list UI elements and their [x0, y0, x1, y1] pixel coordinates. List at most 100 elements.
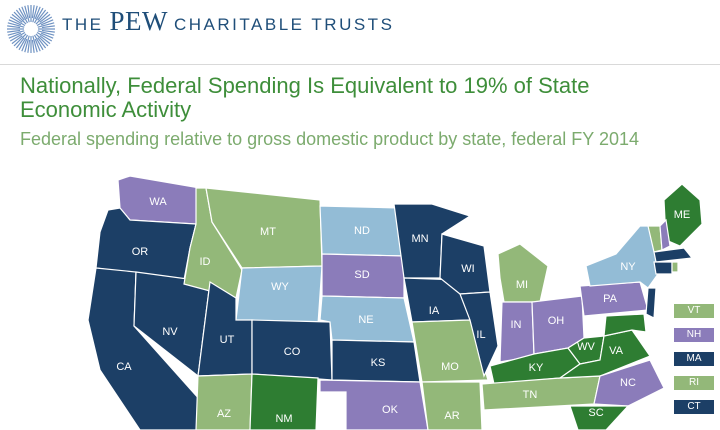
state-AZ[interactable] [195, 373, 253, 430]
chart-subtitle: Federal spending relative to gross domes… [20, 129, 640, 149]
legend-label-vt: VT [687, 305, 701, 316]
state-MD-DE[interactable] [603, 313, 647, 337]
logo-ray [36, 31, 53, 42]
legend-label-ma: MA [686, 353, 702, 364]
logo-ray [27, 39, 31, 53]
logo-ray [33, 7, 44, 24]
logo-ray [7, 25, 21, 29]
brand-rest: CHARITABLE TRUSTS [174, 15, 395, 34]
logo-ray [31, 39, 35, 53]
logo-ray [11, 35, 23, 45]
state-label-NV: NV [162, 326, 178, 338]
legend-item-ri[interactable]: RI [674, 376, 714, 390]
state-IL[interactable] [459, 291, 499, 378]
state-label-IN: IN [511, 319, 522, 331]
logo-ray [21, 38, 28, 52]
logo-ray [9, 31, 26, 42]
state-label-KY: KY [529, 362, 544, 374]
site-header: THE PEW CHARITABLE TRUSTS [0, 0, 720, 65]
logo-ray [13, 11, 27, 25]
logo-ray [11, 13, 23, 23]
logo-ray [7, 30, 25, 36]
brand-wordmark[interactable]: THE PEW CHARITABLE TRUSTS [62, 6, 394, 37]
logo-ray [35, 11, 49, 25]
logo-ray [41, 29, 55, 33]
state-NJ[interactable] [645, 287, 657, 319]
logo-ray [37, 37, 47, 49]
state-NY[interactable] [585, 225, 659, 289]
logo-ray [37, 9, 47, 21]
logo-ray [8, 32, 22, 39]
state-WY[interactable] [235, 265, 323, 325]
state-label-NM: NM [275, 413, 292, 425]
state-label-IL: IL [476, 329, 485, 341]
state-AR[interactable] [421, 381, 483, 430]
legend-item-ct[interactable]: CT [674, 400, 714, 414]
logo-ray [33, 34, 44, 51]
logo-ray [37, 22, 55, 28]
state-label-VA: VA [609, 345, 624, 357]
state-label-MO: MO [441, 361, 459, 373]
logo-ray [13, 33, 27, 47]
logo-ray [36, 16, 53, 27]
state-label-NY: NY [620, 261, 636, 273]
logo-ray [15, 37, 25, 49]
legend-label-ct: CT [687, 401, 701, 412]
state-label-ID: ID [200, 256, 211, 268]
logo-ray [7, 22, 25, 28]
state-label-OH: OH [548, 315, 565, 327]
state-label-AR: AR [444, 410, 459, 422]
logo-ray [32, 35, 38, 53]
logo-ray [7, 29, 21, 33]
logo-ray [27, 5, 31, 19]
logo-ray [8, 19, 22, 26]
logo-ray [31, 5, 35, 19]
state-label-UT: UT [220, 334, 235, 346]
state-label-CO: CO [284, 346, 301, 358]
state-label-ME: ME [674, 209, 691, 221]
brand-the: THE [62, 15, 104, 34]
state-label-SC: SC [588, 407, 603, 419]
state-label-OR: OR [132, 246, 149, 258]
legend-label-nh: NH [686, 329, 702, 340]
legend-item-nh[interactable]: NH [674, 328, 714, 342]
logo-ray [21, 6, 28, 20]
state-label-WY: WY [271, 281, 289, 293]
state-label-MN: MN [411, 233, 428, 245]
logo-ray [15, 9, 25, 21]
state-label-SD: SD [354, 269, 369, 281]
logo-ray [34, 38, 41, 52]
brand-pew: PEW [109, 6, 168, 36]
logo-ray [39, 13, 51, 23]
state-label-NE: NE [358, 314, 373, 326]
logo-ray [24, 5, 30, 23]
state-label-CA: CA [116, 361, 132, 373]
state-NM[interactable] [249, 373, 319, 430]
state-label-KS: KS [371, 357, 386, 369]
legend-item-vt[interactable]: VT [674, 304, 714, 318]
legend-label-ri: RI [689, 377, 699, 388]
state-MO[interactable] [411, 319, 489, 383]
state-label-AZ: AZ [217, 408, 231, 420]
logo-ray [37, 30, 55, 36]
state-OK[interactable] [319, 379, 429, 430]
state-MA[interactable] [653, 247, 694, 263]
us-state-map: WA OR CA NV ID MT WY UT CO AZ NM ND SD N… [87, 175, 703, 430]
state-VA[interactable] [557, 329, 651, 379]
state-label-MT: MT [260, 226, 276, 238]
state-MI[interactable] [497, 243, 549, 303]
chart-title: Nationally, Federal Spending Is Equivale… [20, 73, 590, 122]
state-label-MI: MI [516, 279, 528, 291]
logo-ray [18, 34, 29, 51]
logo-ray [40, 32, 54, 39]
state-label-NC: NC [620, 377, 636, 389]
state-label-TN: TN [523, 389, 538, 401]
state-NH[interactable] [659, 218, 671, 251]
legend-item-ma[interactable]: MA [674, 352, 714, 366]
state-CT[interactable] [653, 261, 673, 275]
state-NC[interactable] [593, 359, 665, 407]
state-RI[interactable] [671, 261, 679, 273]
pew-sunburst-logo-icon[interactable] [4, 2, 58, 56]
state-SC[interactable] [569, 405, 630, 430]
state-IN[interactable] [499, 301, 535, 363]
